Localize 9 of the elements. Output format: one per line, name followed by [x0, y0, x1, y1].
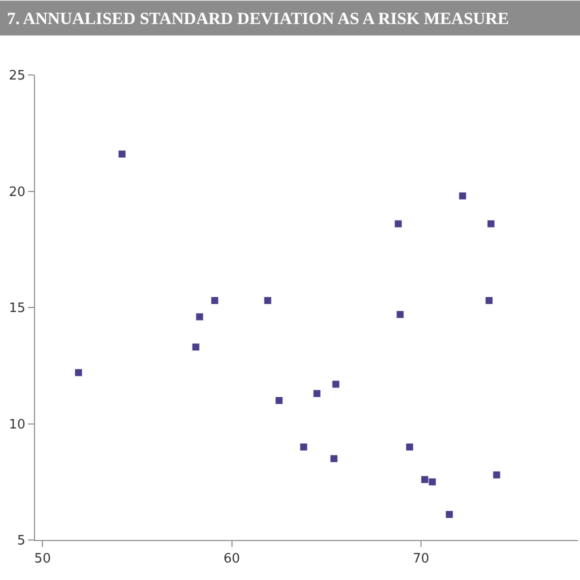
y-tick-label: 25 [8, 68, 26, 84]
x-tick-label: 60 [223, 552, 240, 567]
y-tick-label: 15 [8, 301, 26, 316]
y-tick-label: 5 [17, 534, 26, 549]
y-tick-label: 10 [8, 417, 26, 432]
x-tick-label: 50 [34, 552, 51, 567]
x-tick-label: 70 [412, 552, 430, 567]
chart-title: 7. ANNUALISED STANDARD DEVIATION AS A RISK MEASURE [7, 9, 509, 28]
y-tick-label: 20 [8, 184, 26, 200]
